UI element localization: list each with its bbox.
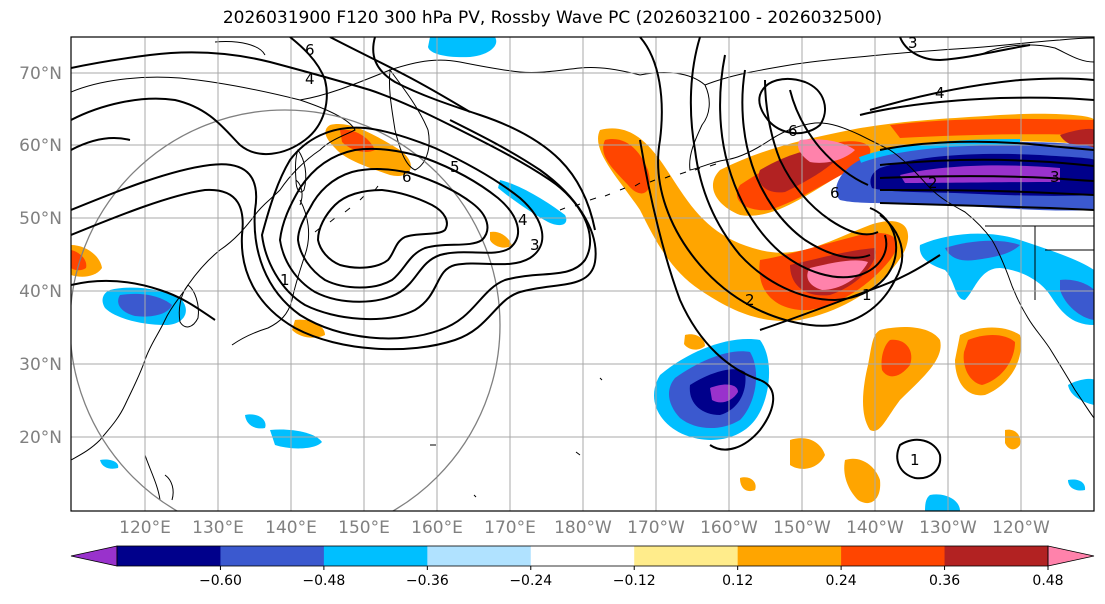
lon-label: 140°W [846, 518, 904, 538]
colorbar-segment [323, 546, 428, 566]
contour-label: 4 [935, 84, 945, 102]
lat-label: 20°N [19, 428, 62, 448]
colorbar-segment [737, 546, 842, 566]
colorbar-segment [427, 546, 532, 566]
contour-label: 6 [402, 168, 412, 186]
colorbar-segments [117, 546, 1049, 566]
contour-label: 1 [862, 286, 872, 304]
colorbar-ticks: −0.60 −0.48 −0.36 −0.24 −0.12 0.12 0.24 0.36 0.4… [199, 566, 1064, 589]
longitude-labels: 120°E 130°E 140°E 150°E 160°E 170°E 180°… [119, 518, 1050, 538]
lon-label: 170°E [484, 518, 536, 538]
lon-label: 120°E [119, 518, 171, 538]
colorbar-segment [220, 546, 325, 566]
colorbar-segment [841, 546, 946, 566]
contour-label: 5 [450, 158, 460, 176]
contour-label: 6 [788, 122, 798, 140]
colorbar-segment [944, 546, 1049, 566]
colorbar-segment [117, 546, 221, 566]
lon-label: 120°W [992, 518, 1050, 538]
colorbar: −0.60 −0.48 −0.36 −0.24 −0.12 0.12 0.24 0.36 0.4… [70, 545, 1095, 589]
map-frame [70, 36, 1095, 512]
contour-label: 1 [280, 271, 290, 289]
colorbar-tick-label: −0.36 [406, 573, 449, 589]
contour-label: 1 [910, 451, 920, 469]
colorbar-tick-label: 0.48 [1032, 573, 1063, 589]
contour-label: 2 [745, 291, 755, 309]
lon-label: 130°W [919, 518, 977, 538]
colorbar-tick-label: −0.12 [613, 573, 656, 589]
lat-label: 50°N [19, 209, 62, 229]
colorbar-extend-max [1047, 545, 1095, 567]
contour-label: 4 [518, 211, 528, 229]
contour-label: 6 [830, 184, 840, 202]
colorbar-extend-min [70, 545, 118, 567]
contour-label: 3 [530, 236, 540, 254]
contour-label: 2 [928, 174, 938, 192]
latitude-labels: 70°N 60°N 50°N 40°N 30°N 20°N [19, 64, 62, 448]
lon-label: 150°E [338, 518, 390, 538]
lat-label: 30°N [19, 355, 62, 375]
colorbar-tick-label: 0.12 [722, 573, 753, 589]
lon-label: 180°W [554, 518, 612, 538]
colorbar-tick-label: −0.48 [302, 573, 345, 589]
lon-label: 130°E [192, 518, 244, 538]
lon-label: 160°W [700, 518, 758, 538]
contour-label: 3 [1050, 168, 1060, 186]
coastlines [71, 37, 1094, 501]
colorbar-tick-label: 0.36 [929, 573, 960, 589]
colorbar-tick-label: −0.24 [509, 573, 552, 589]
contour-label: 4 [305, 70, 315, 88]
colorbar-segment [530, 546, 635, 566]
colorbar-tick-label: 0.24 [826, 573, 857, 589]
lat-label: 60°N [19, 136, 62, 156]
lon-label: 160°E [411, 518, 463, 538]
reference-circle [71, 109, 501, 511]
contour-labels: 6 4 5 6 4 3 1 2 6 6 4 3 3 2 1 1 [280, 34, 1060, 469]
colorbar-segment [634, 546, 739, 566]
contour-label: 6 [305, 41, 315, 59]
lon-label: 150°W [773, 518, 831, 538]
lon-label: 140°E [265, 518, 317, 538]
colorbar-outline [116, 545, 1049, 567]
lat-label: 70°N [19, 64, 62, 84]
pv-contours [71, 37, 1094, 480]
contour-label: 3 [908, 34, 918, 52]
page-title: 2026031900 F120 300 hPa PV, Rossby Wave … [222, 8, 883, 28]
colorbar-tick-label: −0.60 [199, 573, 242, 589]
lat-label: 40°N [19, 282, 62, 302]
lon-label: 170°W [627, 518, 685, 538]
